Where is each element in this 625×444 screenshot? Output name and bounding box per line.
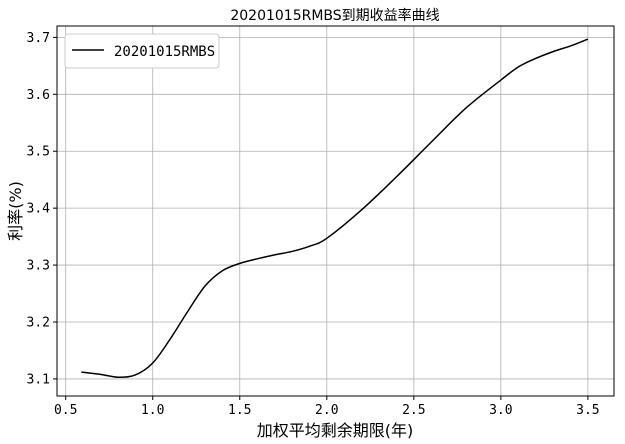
y-tick-label: 3.5	[27, 145, 50, 160]
legend-entry-label: 20201015RMBS	[114, 44, 215, 60]
grid-lines	[57, 26, 614, 396]
y-axis-ticks: 3.1 3.2 3.3 3.4 3.5 3.6 3.7	[27, 31, 57, 387]
x-tick-label: 2.0	[315, 403, 338, 418]
x-tick-label: 0.5	[54, 403, 77, 418]
y-tick-label: 3.1	[27, 372, 50, 387]
y-tick-label: 3.3	[27, 259, 50, 274]
plot-frame	[56, 25, 615, 397]
x-axis-label: 加权平均剩余期限(年)	[257, 421, 414, 440]
y-tick-label: 3.4	[27, 202, 51, 217]
x-tick-label: 1.5	[228, 403, 251, 418]
chart-title: 20201015RMBS到期收益率曲线	[230, 7, 439, 24]
y-tick-label: 3.7	[27, 31, 50, 46]
legend-box	[64, 33, 220, 69]
x-tick-label: 1.0	[141, 403, 164, 418]
y-axis-label: 利率(%)	[6, 181, 25, 241]
series-line	[81, 38, 589, 378]
x-tick-label: 2.5	[402, 403, 425, 418]
x-tick-label: 3.0	[489, 403, 512, 418]
legend: 20201015RMBS	[64, 33, 220, 69]
x-tick-label: 3.5	[576, 403, 599, 418]
y-tick-label: 3.2	[27, 316, 50, 331]
x-axis-ticks: 0.5 1.0 1.5 2.0 2.5 3.0 3.5	[54, 396, 600, 418]
y-tick-label: 3.6	[27, 88, 50, 103]
series-layer	[81, 38, 589, 378]
